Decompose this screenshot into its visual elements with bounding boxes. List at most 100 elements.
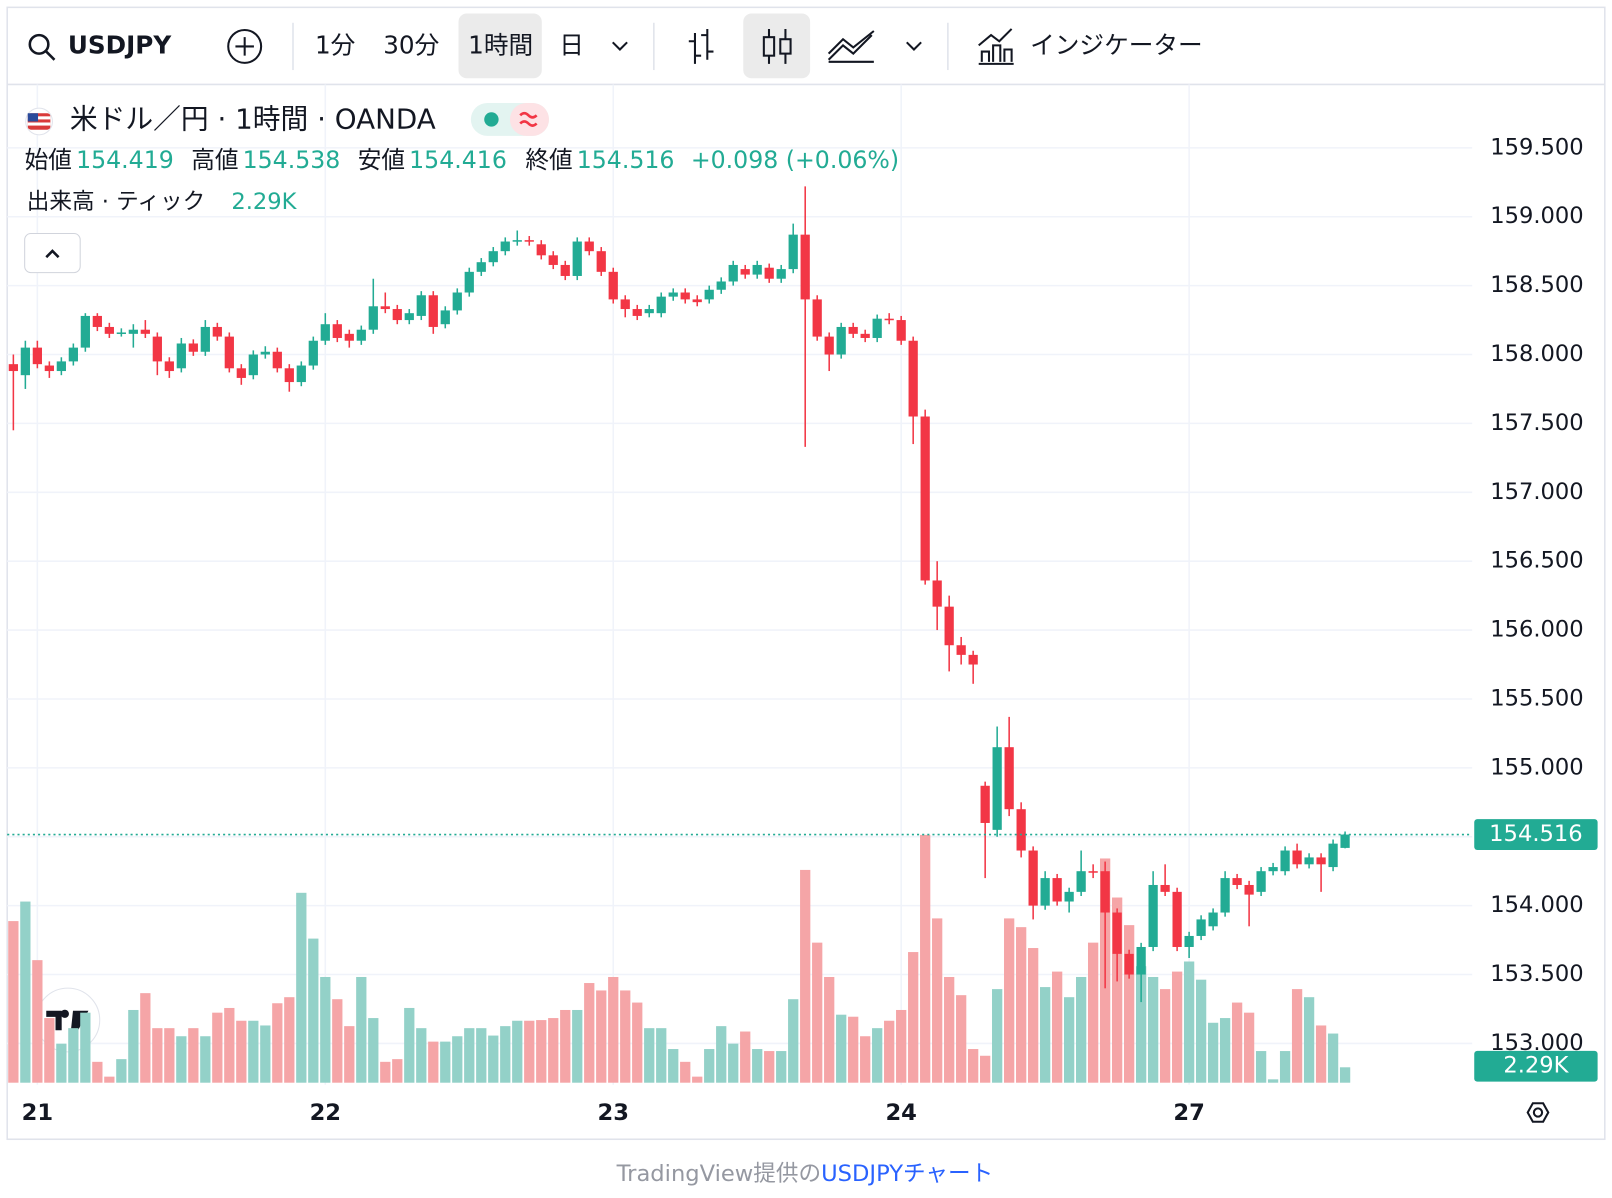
candle-body	[164, 361, 174, 372]
interval[interactable]: 1時間	[468, 30, 533, 59]
symbol: USDJPY	[68, 30, 172, 59]
volume-bar	[668, 1049, 679, 1083]
candle-body	[104, 326, 114, 334]
volume-bar	[1004, 918, 1015, 1083]
indicators-button[interactable]: インジケーター	[978, 28, 1203, 65]
style-dropdown[interactable]	[906, 41, 922, 51]
interval-dropdown[interactable]	[611, 41, 628, 51]
collapse-button[interactable]	[24, 233, 81, 274]
candle-body	[68, 347, 78, 362]
style-selected-bg	[743, 13, 811, 79]
volume-bar	[728, 1043, 739, 1083]
volume-bar	[1123, 925, 1135, 1083]
volume-bar	[1243, 1012, 1255, 1083]
compare-button[interactable]	[227, 28, 263, 64]
candle-body	[248, 354, 258, 376]
ohlc-name: 安値	[358, 146, 405, 174]
candle-body	[356, 329, 366, 341]
candle-icon	[762, 36, 776, 57]
candle-body	[368, 306, 378, 330]
area-style-icon[interactable]	[827, 30, 875, 63]
settings-button[interactable]	[1526, 1102, 1550, 1123]
volume-bar	[1267, 1079, 1279, 1083]
candle-body	[704, 289, 714, 300]
candle-style-icon[interactable]	[762, 28, 792, 64]
volume-bar	[80, 1012, 91, 1083]
volume-bar	[1087, 942, 1099, 1083]
volume-bar	[200, 1036, 211, 1083]
candle-body	[800, 234, 810, 300]
candle-body	[992, 747, 1002, 830]
search-icon	[45, 50, 56, 61]
candle-body	[344, 333, 354, 341]
candle-body	[332, 324, 342, 338]
volume-bar	[476, 1028, 487, 1083]
candle-body	[1292, 850, 1302, 865]
candle-body	[1280, 850, 1290, 872]
candle-body	[416, 295, 426, 316]
candle-body	[500, 241, 510, 252]
volume-bar	[752, 1049, 763, 1083]
ohlc-value: 154.416	[409, 146, 507, 174]
volume-bar	[500, 1026, 511, 1083]
candle-body	[884, 318, 894, 321]
volume-bar	[344, 1026, 355, 1083]
volume-bar	[800, 869, 811, 1083]
volume-bar	[884, 1020, 895, 1083]
candle-body	[1100, 871, 1110, 913]
candle-body	[440, 310, 450, 325]
interval[interactable]: 日	[559, 30, 584, 59]
search-button[interactable]: USDJPY	[28, 30, 173, 61]
candle-body	[80, 315, 90, 348]
bar-style-icon[interactable]	[688, 28, 714, 64]
volume-bar	[1052, 971, 1063, 1083]
volume-bar	[308, 938, 319, 1083]
footer-source: TradingView提供の	[616, 1161, 821, 1187]
volume-bar	[680, 1061, 691, 1083]
candle-body	[680, 292, 690, 300]
volume-bar	[512, 1020, 523, 1083]
volume-bar	[944, 976, 955, 1083]
candle-body	[1304, 857, 1314, 865]
volume-bar	[32, 960, 43, 1083]
volume-bar	[788, 999, 799, 1083]
candle-body	[836, 326, 846, 355]
candle-body	[668, 292, 678, 297]
logo-mark	[46, 1009, 89, 1031]
candle-body	[908, 340, 918, 417]
x-tick-label: 22	[310, 1100, 341, 1126]
candle-body	[1076, 871, 1086, 892]
volume-bar	[56, 1043, 67, 1083]
volume-bar	[356, 976, 367, 1083]
interval[interactable]: 30分	[383, 30, 439, 59]
volume-bar	[1111, 897, 1123, 1083]
candle-body	[752, 264, 762, 275]
volume-bar	[68, 1028, 79, 1083]
volume-bar	[836, 1014, 847, 1083]
volume-bar	[1040, 987, 1051, 1083]
candle-body	[740, 269, 750, 275]
candle-body	[1112, 912, 1122, 954]
candle-body	[200, 326, 210, 352]
candle-body	[8, 364, 18, 372]
volume-bar	[548, 1018, 559, 1083]
volume-bar	[1339, 1067, 1351, 1083]
candle-icon	[779, 38, 792, 55]
candle-body	[848, 326, 858, 334]
volume-bar	[164, 1028, 175, 1083]
candle-body	[896, 320, 906, 341]
volume-bar	[296, 892, 307, 1083]
volume-bar	[536, 1020, 547, 1083]
candle-body	[932, 580, 942, 607]
volume-bar	[212, 1012, 223, 1083]
candle-body	[1028, 850, 1038, 906]
footer-link[interactable]: USDJPYチャート	[821, 1161, 993, 1187]
volume-bar	[692, 1076, 703, 1083]
plot-background	[7, 84, 1473, 1085]
volume-bar	[1327, 1033, 1339, 1083]
candle-body	[632, 309, 642, 316]
volume-bar	[620, 990, 631, 1083]
volume-bar	[860, 1036, 871, 1083]
interval[interactable]: 1分	[315, 30, 356, 59]
